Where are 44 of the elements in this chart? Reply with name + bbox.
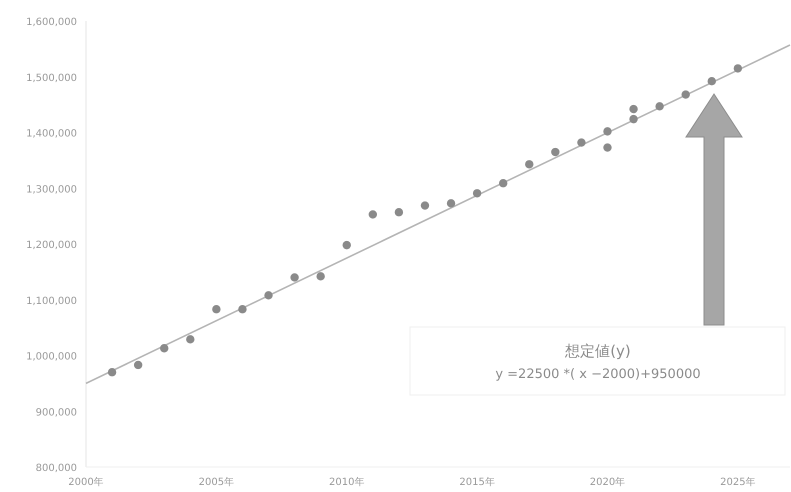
y-tick-label: 1,200,000	[26, 240, 77, 251]
point	[212, 305, 221, 314]
point	[290, 273, 299, 282]
point	[394, 208, 404, 216]
x-tick-label: 2010年	[329, 476, 364, 488]
point	[577, 138, 586, 147]
annotation: y =22500 *( x −2000)+950000	[495, 367, 701, 382]
y-tick-label: 800,000	[36, 463, 77, 474]
point	[446, 199, 456, 208]
point	[629, 114, 638, 124]
y-tick-label: 1,100,000	[26, 296, 77, 307]
annotation: 想定値(y)	[564, 342, 631, 360]
point	[264, 291, 273, 300]
point	[368, 210, 378, 219]
point	[655, 102, 664, 110]
point	[629, 104, 638, 114]
point	[603, 127, 612, 136]
point	[708, 77, 716, 86]
y-tick-label: 1,600,000	[26, 17, 77, 28]
y-tick-label: 1,500,000	[26, 72, 77, 84]
y-tick-label: 1,300,000	[26, 184, 77, 196]
point	[342, 240, 351, 250]
point	[316, 272, 325, 281]
x-tick-label: 2020年	[590, 476, 626, 488]
point	[108, 368, 116, 376]
point	[186, 335, 194, 344]
point	[734, 64, 742, 73]
y-tick-label: 900,000	[36, 407, 77, 418]
x-tick-label: 2005年	[198, 476, 234, 488]
point	[134, 360, 142, 370]
y-tick-label: 1,000,000	[26, 352, 77, 362]
point	[472, 189, 482, 198]
y-tick-label: 1,400,000	[26, 128, 77, 140]
point	[551, 148, 560, 156]
x-tick-label: 2015年	[459, 476, 495, 488]
point	[603, 143, 612, 152]
point	[525, 160, 534, 168]
point	[420, 201, 430, 210]
x-tick-label: 2025年	[720, 476, 756, 488]
x-tick-label: 2000年	[68, 476, 104, 488]
point	[498, 179, 508, 188]
point	[682, 90, 690, 99]
point	[160, 344, 168, 352]
point	[238, 305, 247, 314]
